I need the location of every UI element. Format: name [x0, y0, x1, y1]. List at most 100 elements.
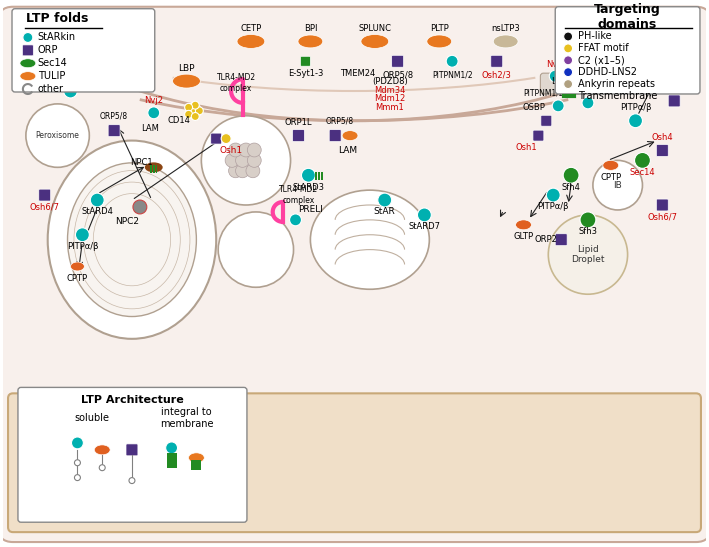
FancyBboxPatch shape [540, 73, 581, 94]
Circle shape [635, 153, 650, 168]
Text: Osh6/7: Osh6/7 [30, 202, 60, 212]
Ellipse shape [48, 141, 216, 339]
Text: TLR4-MD2
complex: TLR4-MD2 complex [279, 185, 318, 205]
Text: Sfh4: Sfh4 [562, 183, 581, 191]
Text: TULIP: TULIP [38, 71, 65, 81]
Text: NPC2: NPC2 [115, 217, 139, 226]
FancyBboxPatch shape [293, 130, 304, 142]
Text: LTP folds: LTP folds [26, 12, 89, 25]
Ellipse shape [94, 445, 110, 455]
Text: CETP: CETP [240, 24, 262, 33]
Circle shape [72, 437, 84, 449]
FancyBboxPatch shape [108, 125, 120, 137]
Circle shape [166, 442, 177, 454]
Circle shape [582, 97, 594, 109]
Text: BPI: BPI [303, 24, 317, 33]
Text: C2 (x1–5): C2 (x1–5) [578, 55, 625, 65]
FancyBboxPatch shape [541, 115, 552, 126]
Text: Peroxisome: Peroxisome [35, 131, 79, 140]
Text: Sec14: Sec14 [630, 168, 655, 177]
Text: StARkin: StARkin [38, 32, 76, 43]
Circle shape [239, 143, 253, 157]
Text: Nvj2: Nvj2 [144, 96, 163, 106]
Bar [318, 172, 320, 180]
Circle shape [547, 188, 560, 202]
Text: ORP5/8: ORP5/8 [100, 111, 128, 120]
Ellipse shape [361, 34, 389, 48]
Text: Mdm34: Mdm34 [374, 85, 406, 95]
Circle shape [75, 228, 89, 242]
Ellipse shape [515, 220, 532, 230]
Ellipse shape [67, 163, 196, 317]
Circle shape [218, 212, 294, 287]
Circle shape [129, 478, 135, 484]
Text: TLR4-MD2
complex: TLR4-MD2 complex [216, 73, 256, 93]
Circle shape [196, 107, 203, 115]
Ellipse shape [427, 35, 452, 48]
Ellipse shape [493, 35, 518, 48]
Circle shape [184, 110, 193, 118]
FancyBboxPatch shape [12, 9, 155, 92]
Circle shape [645, 74, 659, 88]
Text: nsLTP3: nsLTP3 [491, 24, 520, 33]
FancyBboxPatch shape [491, 55, 503, 67]
FancyBboxPatch shape [0, 7, 709, 542]
Ellipse shape [145, 162, 162, 172]
Circle shape [225, 154, 239, 167]
Circle shape [446, 55, 458, 67]
Text: PRY: PRY [560, 24, 576, 33]
Text: OSBP: OSBP [523, 103, 546, 112]
Circle shape [74, 460, 80, 465]
Ellipse shape [189, 453, 204, 463]
Text: PITPNM1/2: PITPNM1/2 [432, 71, 472, 80]
Bar [167, 453, 177, 468]
FancyBboxPatch shape [391, 55, 403, 67]
FancyBboxPatch shape [211, 133, 222, 144]
Text: IB: IB [613, 181, 622, 190]
Circle shape [26, 104, 89, 167]
Text: Mmm1: Mmm1 [375, 103, 404, 112]
Text: Osh1: Osh1 [515, 143, 537, 152]
Text: (PDZD8): (PDZD8) [372, 77, 408, 85]
Bar [152, 165, 154, 173]
Text: Sfh3: Sfh3 [579, 227, 598, 236]
Text: FFAT motif: FFAT motif [578, 43, 629, 54]
Circle shape [247, 143, 261, 157]
Ellipse shape [20, 72, 35, 80]
Circle shape [564, 80, 573, 89]
Text: ACBD4/5: ACBD4/5 [54, 74, 87, 83]
Circle shape [563, 167, 579, 183]
Text: Osh6/7: Osh6/7 [647, 212, 677, 222]
Text: PRELI: PRELI [298, 206, 323, 214]
FancyBboxPatch shape [657, 144, 669, 156]
Text: PLTP: PLTP [430, 24, 449, 33]
Text: Lipid
Droplet: Lipid Droplet [571, 245, 605, 264]
Ellipse shape [237, 34, 264, 48]
Ellipse shape [603, 160, 619, 170]
Circle shape [228, 143, 242, 157]
Circle shape [549, 70, 562, 82]
Text: integral to
membrane: integral to membrane [160, 408, 213, 429]
Text: CERT: CERT [587, 89, 608, 97]
Circle shape [564, 56, 573, 65]
Text: LAM: LAM [141, 124, 159, 133]
Circle shape [378, 193, 391, 207]
Text: NPC1: NPC1 [130, 158, 153, 167]
Text: StARD3: StARD3 [292, 183, 325, 191]
Text: soluble: soluble [75, 413, 110, 423]
Bar [156, 165, 157, 173]
Circle shape [548, 215, 627, 294]
Circle shape [247, 154, 261, 167]
FancyBboxPatch shape [533, 130, 544, 141]
Text: ORP1L: ORP1L [285, 118, 312, 127]
Text: StARD4: StARD4 [82, 207, 113, 217]
Circle shape [184, 103, 193, 111]
Text: Osh4: Osh4 [652, 133, 673, 142]
Ellipse shape [298, 35, 323, 48]
FancyBboxPatch shape [8, 393, 701, 532]
Text: FAPP2: FAPP2 [640, 63, 665, 73]
Ellipse shape [70, 262, 84, 271]
Ellipse shape [342, 131, 358, 141]
Text: Transmembrane: Transmembrane [578, 91, 657, 101]
Circle shape [221, 133, 231, 143]
